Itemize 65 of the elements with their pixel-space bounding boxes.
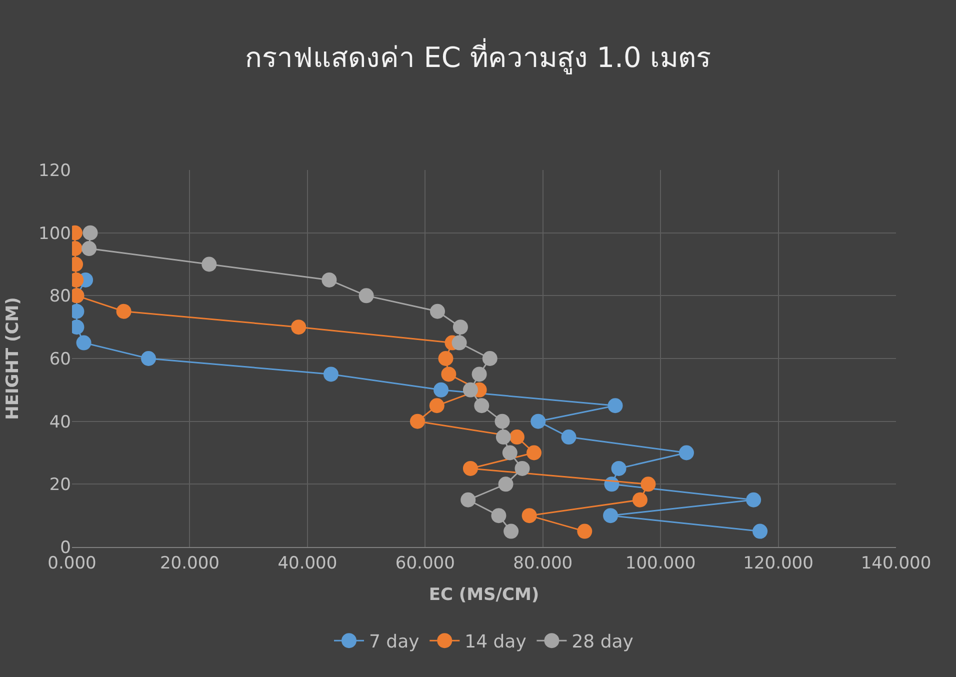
point	[509, 430, 524, 445]
x-tick-label: 80.000	[513, 553, 573, 574]
point	[441, 366, 456, 382]
point	[82, 225, 98, 240]
x-tick-label: 0.000	[48, 553, 96, 574]
y-tick-label: 100	[38, 224, 71, 244]
point	[116, 304, 132, 319]
legend-label: 14 day	[464, 632, 527, 653]
point	[291, 320, 306, 335]
point	[603, 508, 618, 524]
point	[76, 335, 92, 350]
point	[752, 524, 768, 539]
y-axis-title: HEIGHT (CM)	[3, 297, 24, 420]
point	[82, 241, 97, 256]
point	[358, 288, 374, 304]
point	[202, 256, 217, 272]
point	[462, 460, 478, 476]
point	[526, 445, 542, 460]
point	[452, 335, 467, 350]
point	[632, 492, 648, 508]
point	[452, 320, 468, 335]
point	[561, 430, 576, 445]
y-tick-label: 60	[49, 349, 71, 370]
point	[494, 414, 510, 429]
y-tick-label: 40	[49, 412, 71, 432]
point	[678, 445, 694, 460]
x-axis-title: EC (MS/CM)	[428, 584, 540, 605]
point	[746, 492, 762, 508]
point	[608, 398, 623, 414]
x-tick-label: 40.000	[278, 553, 338, 574]
chart-title: กราฟแสดงค่า EC ที่ความสูง 1.0 เมตร	[244, 38, 712, 75]
point	[514, 460, 530, 476]
x-tick-label: 140.000	[860, 553, 932, 574]
point	[640, 476, 656, 492]
point	[429, 398, 444, 414]
legend-label: 7 day	[369, 632, 420, 653]
point	[522, 508, 537, 524]
point	[502, 445, 518, 460]
y-tick-label: 20	[49, 475, 71, 496]
point	[460, 492, 476, 508]
point	[323, 366, 338, 382]
point	[462, 382, 478, 398]
point	[530, 414, 546, 429]
point	[611, 460, 626, 476]
point	[410, 414, 425, 429]
x-tick-label: 120.000	[743, 553, 814, 574]
y-tick-label: 80	[49, 286, 71, 307]
point	[498, 476, 514, 492]
legend-label: 28 day	[572, 632, 634, 653]
point	[438, 351, 454, 366]
point	[474, 398, 490, 414]
point	[496, 430, 511, 445]
point	[141, 351, 156, 366]
point	[472, 366, 487, 382]
point	[491, 508, 506, 524]
point	[322, 272, 337, 288]
y-tick-label: 120	[38, 160, 71, 181]
point	[482, 351, 498, 366]
x-tick-label: 60.000	[395, 553, 455, 574]
point	[577, 524, 592, 539]
x-tick-label: 20.000	[160, 553, 220, 574]
point	[434, 382, 449, 398]
point	[504, 524, 519, 539]
point	[430, 304, 445, 319]
x-tick-label: 100.000	[625, 553, 696, 574]
